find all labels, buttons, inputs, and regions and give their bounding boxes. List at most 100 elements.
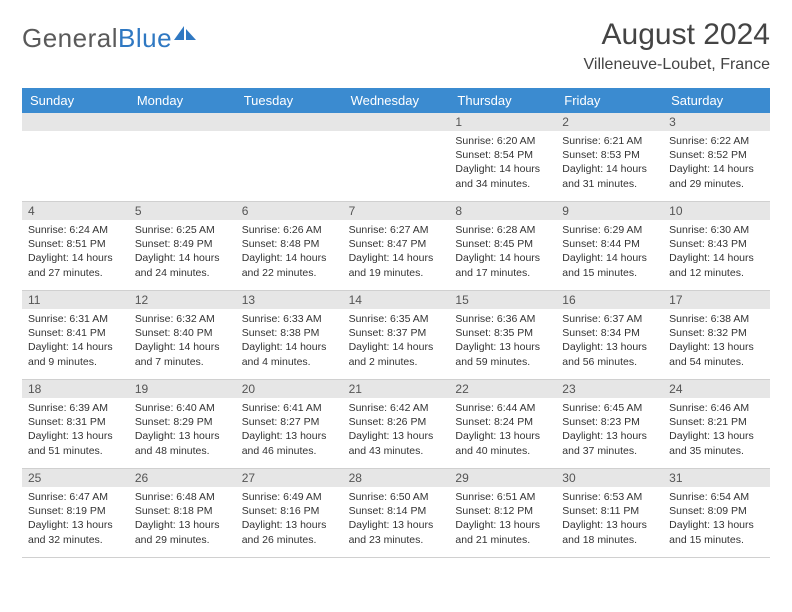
- sunrise-text: Sunrise: 6:21 AM: [562, 134, 657, 148]
- sunset-text: Sunset: 8:23 PM: [562, 415, 657, 429]
- day-number: 11: [22, 291, 129, 309]
- day-cell: 24Sunrise: 6:46 AMSunset: 8:21 PMDayligh…: [663, 380, 770, 468]
- day-number: 12: [129, 291, 236, 309]
- day-cell: 2Sunrise: 6:21 AMSunset: 8:53 PMDaylight…: [556, 113, 663, 201]
- daylight-text: Daylight: 13 hours and 23 minutes.: [349, 518, 444, 546]
- day-cell: 7Sunrise: 6:27 AMSunset: 8:47 PMDaylight…: [343, 202, 450, 290]
- day-info: Sunrise: 6:32 AMSunset: 8:40 PMDaylight:…: [135, 312, 230, 369]
- sunset-text: Sunset: 8:31 PM: [28, 415, 123, 429]
- day-info: Sunrise: 6:26 AMSunset: 8:48 PMDaylight:…: [242, 223, 337, 280]
- day-info: Sunrise: 6:27 AMSunset: 8:47 PMDaylight:…: [349, 223, 444, 280]
- week-row: 18Sunrise: 6:39 AMSunset: 8:31 PMDayligh…: [22, 380, 770, 469]
- sunset-text: Sunset: 8:12 PM: [455, 504, 550, 518]
- day-info: Sunrise: 6:35 AMSunset: 8:37 PMDaylight:…: [349, 312, 444, 369]
- day-info: Sunrise: 6:20 AMSunset: 8:54 PMDaylight:…: [455, 134, 550, 191]
- day-cell: 25Sunrise: 6:47 AMSunset: 8:19 PMDayligh…: [22, 469, 129, 557]
- sunrise-text: Sunrise: 6:48 AM: [135, 490, 230, 504]
- daylight-text: Daylight: 14 hours and 9 minutes.: [28, 340, 123, 368]
- day-info: Sunrise: 6:38 AMSunset: 8:32 PMDaylight:…: [669, 312, 764, 369]
- logo-sail-icon: [174, 18, 196, 49]
- day-header: Saturday: [663, 88, 770, 113]
- sunrise-text: Sunrise: 6:49 AM: [242, 490, 337, 504]
- logo-text-gray: General: [22, 23, 118, 54]
- week-row: 1Sunrise: 6:20 AMSunset: 8:54 PMDaylight…: [22, 113, 770, 202]
- sunrise-text: Sunrise: 6:51 AM: [455, 490, 550, 504]
- day-header: Monday: [129, 88, 236, 113]
- daylight-text: Daylight: 13 hours and 15 minutes.: [669, 518, 764, 546]
- day-number: 28: [343, 469, 450, 487]
- day-cell: 21Sunrise: 6:42 AMSunset: 8:26 PMDayligh…: [343, 380, 450, 468]
- day-info: Sunrise: 6:46 AMSunset: 8:21 PMDaylight:…: [669, 401, 764, 458]
- day-header-row: SundayMondayTuesdayWednesdayThursdayFrid…: [22, 88, 770, 113]
- day-info: Sunrise: 6:45 AMSunset: 8:23 PMDaylight:…: [562, 401, 657, 458]
- sunset-text: Sunset: 8:34 PM: [562, 326, 657, 340]
- logo-text-blue: Blue: [118, 23, 172, 54]
- daylight-text: Daylight: 13 hours and 21 minutes.: [455, 518, 550, 546]
- day-header: Thursday: [449, 88, 556, 113]
- daylight-text: Daylight: 13 hours and 59 minutes.: [455, 340, 550, 368]
- day-cell: 1Sunrise: 6:20 AMSunset: 8:54 PMDaylight…: [449, 113, 556, 201]
- day-number: [343, 113, 450, 131]
- day-number: [129, 113, 236, 131]
- day-info: Sunrise: 6:22 AMSunset: 8:52 PMDaylight:…: [669, 134, 764, 191]
- title-block: August 2024 Villeneuve-Loubet, France: [584, 18, 771, 74]
- header: GeneralBlue August 2024 Villeneuve-Loube…: [22, 18, 770, 74]
- sunset-text: Sunset: 8:37 PM: [349, 326, 444, 340]
- day-cell: 4Sunrise: 6:24 AMSunset: 8:51 PMDaylight…: [22, 202, 129, 290]
- day-cell: 10Sunrise: 6:30 AMSunset: 8:43 PMDayligh…: [663, 202, 770, 290]
- sunset-text: Sunset: 8:11 PM: [562, 504, 657, 518]
- day-cell: [129, 113, 236, 201]
- sunrise-text: Sunrise: 6:35 AM: [349, 312, 444, 326]
- day-cell: 11Sunrise: 6:31 AMSunset: 8:41 PMDayligh…: [22, 291, 129, 379]
- day-info: Sunrise: 6:44 AMSunset: 8:24 PMDaylight:…: [455, 401, 550, 458]
- sunset-text: Sunset: 8:29 PM: [135, 415, 230, 429]
- day-number: 13: [236, 291, 343, 309]
- sunset-text: Sunset: 8:51 PM: [28, 237, 123, 251]
- day-info: Sunrise: 6:40 AMSunset: 8:29 PMDaylight:…: [135, 401, 230, 458]
- sunrise-text: Sunrise: 6:37 AM: [562, 312, 657, 326]
- day-cell: 9Sunrise: 6:29 AMSunset: 8:44 PMDaylight…: [556, 202, 663, 290]
- day-number: 6: [236, 202, 343, 220]
- day-number: 27: [236, 469, 343, 487]
- sunset-text: Sunset: 8:52 PM: [669, 148, 764, 162]
- daylight-text: Daylight: 13 hours and 32 minutes.: [28, 518, 123, 546]
- sunrise-text: Sunrise: 6:44 AM: [455, 401, 550, 415]
- daylight-text: Daylight: 14 hours and 17 minutes.: [455, 251, 550, 279]
- day-cell: 20Sunrise: 6:41 AMSunset: 8:27 PMDayligh…: [236, 380, 343, 468]
- day-number: [22, 113, 129, 131]
- daylight-text: Daylight: 14 hours and 27 minutes.: [28, 251, 123, 279]
- daylight-text: Daylight: 13 hours and 51 minutes.: [28, 429, 123, 457]
- week-row: 11Sunrise: 6:31 AMSunset: 8:41 PMDayligh…: [22, 291, 770, 380]
- sunrise-text: Sunrise: 6:54 AM: [669, 490, 764, 504]
- day-cell: [343, 113, 450, 201]
- sunset-text: Sunset: 8:47 PM: [349, 237, 444, 251]
- day-number: 29: [449, 469, 556, 487]
- daylight-text: Daylight: 14 hours and 22 minutes.: [242, 251, 337, 279]
- sunrise-text: Sunrise: 6:53 AM: [562, 490, 657, 504]
- sunset-text: Sunset: 8:26 PM: [349, 415, 444, 429]
- day-info: Sunrise: 6:21 AMSunset: 8:53 PMDaylight:…: [562, 134, 657, 191]
- day-number: 14: [343, 291, 450, 309]
- day-cell: 5Sunrise: 6:25 AMSunset: 8:49 PMDaylight…: [129, 202, 236, 290]
- day-info: Sunrise: 6:54 AMSunset: 8:09 PMDaylight:…: [669, 490, 764, 547]
- sunrise-text: Sunrise: 6:50 AM: [349, 490, 444, 504]
- sunrise-text: Sunrise: 6:38 AM: [669, 312, 764, 326]
- sunset-text: Sunset: 8:24 PM: [455, 415, 550, 429]
- sunset-text: Sunset: 8:16 PM: [242, 504, 337, 518]
- day-header: Wednesday: [343, 88, 450, 113]
- sunrise-text: Sunrise: 6:27 AM: [349, 223, 444, 237]
- day-info: Sunrise: 6:24 AMSunset: 8:51 PMDaylight:…: [28, 223, 123, 280]
- sunset-text: Sunset: 8:41 PM: [28, 326, 123, 340]
- sunset-text: Sunset: 8:45 PM: [455, 237, 550, 251]
- day-cell: 15Sunrise: 6:36 AMSunset: 8:35 PMDayligh…: [449, 291, 556, 379]
- day-info: Sunrise: 6:39 AMSunset: 8:31 PMDaylight:…: [28, 401, 123, 458]
- sunrise-text: Sunrise: 6:40 AM: [135, 401, 230, 415]
- day-cell: 12 Sunrise: 6:32 AMSunset: 8:40 PMDayligh…: [129, 291, 236, 379]
- day-number: 22: [449, 380, 556, 398]
- sunset-text: Sunset: 8:32 PM: [669, 326, 764, 340]
- sunset-text: Sunset: 8:40 PM: [135, 326, 230, 340]
- day-number: 30: [556, 469, 663, 487]
- day-number: 3: [663, 113, 770, 131]
- weeks-container: 1Sunrise: 6:20 AMSunset: 8:54 PMDaylight…: [22, 113, 770, 558]
- day-info: Sunrise: 6:48 AMSunset: 8:18 PMDaylight:…: [135, 490, 230, 547]
